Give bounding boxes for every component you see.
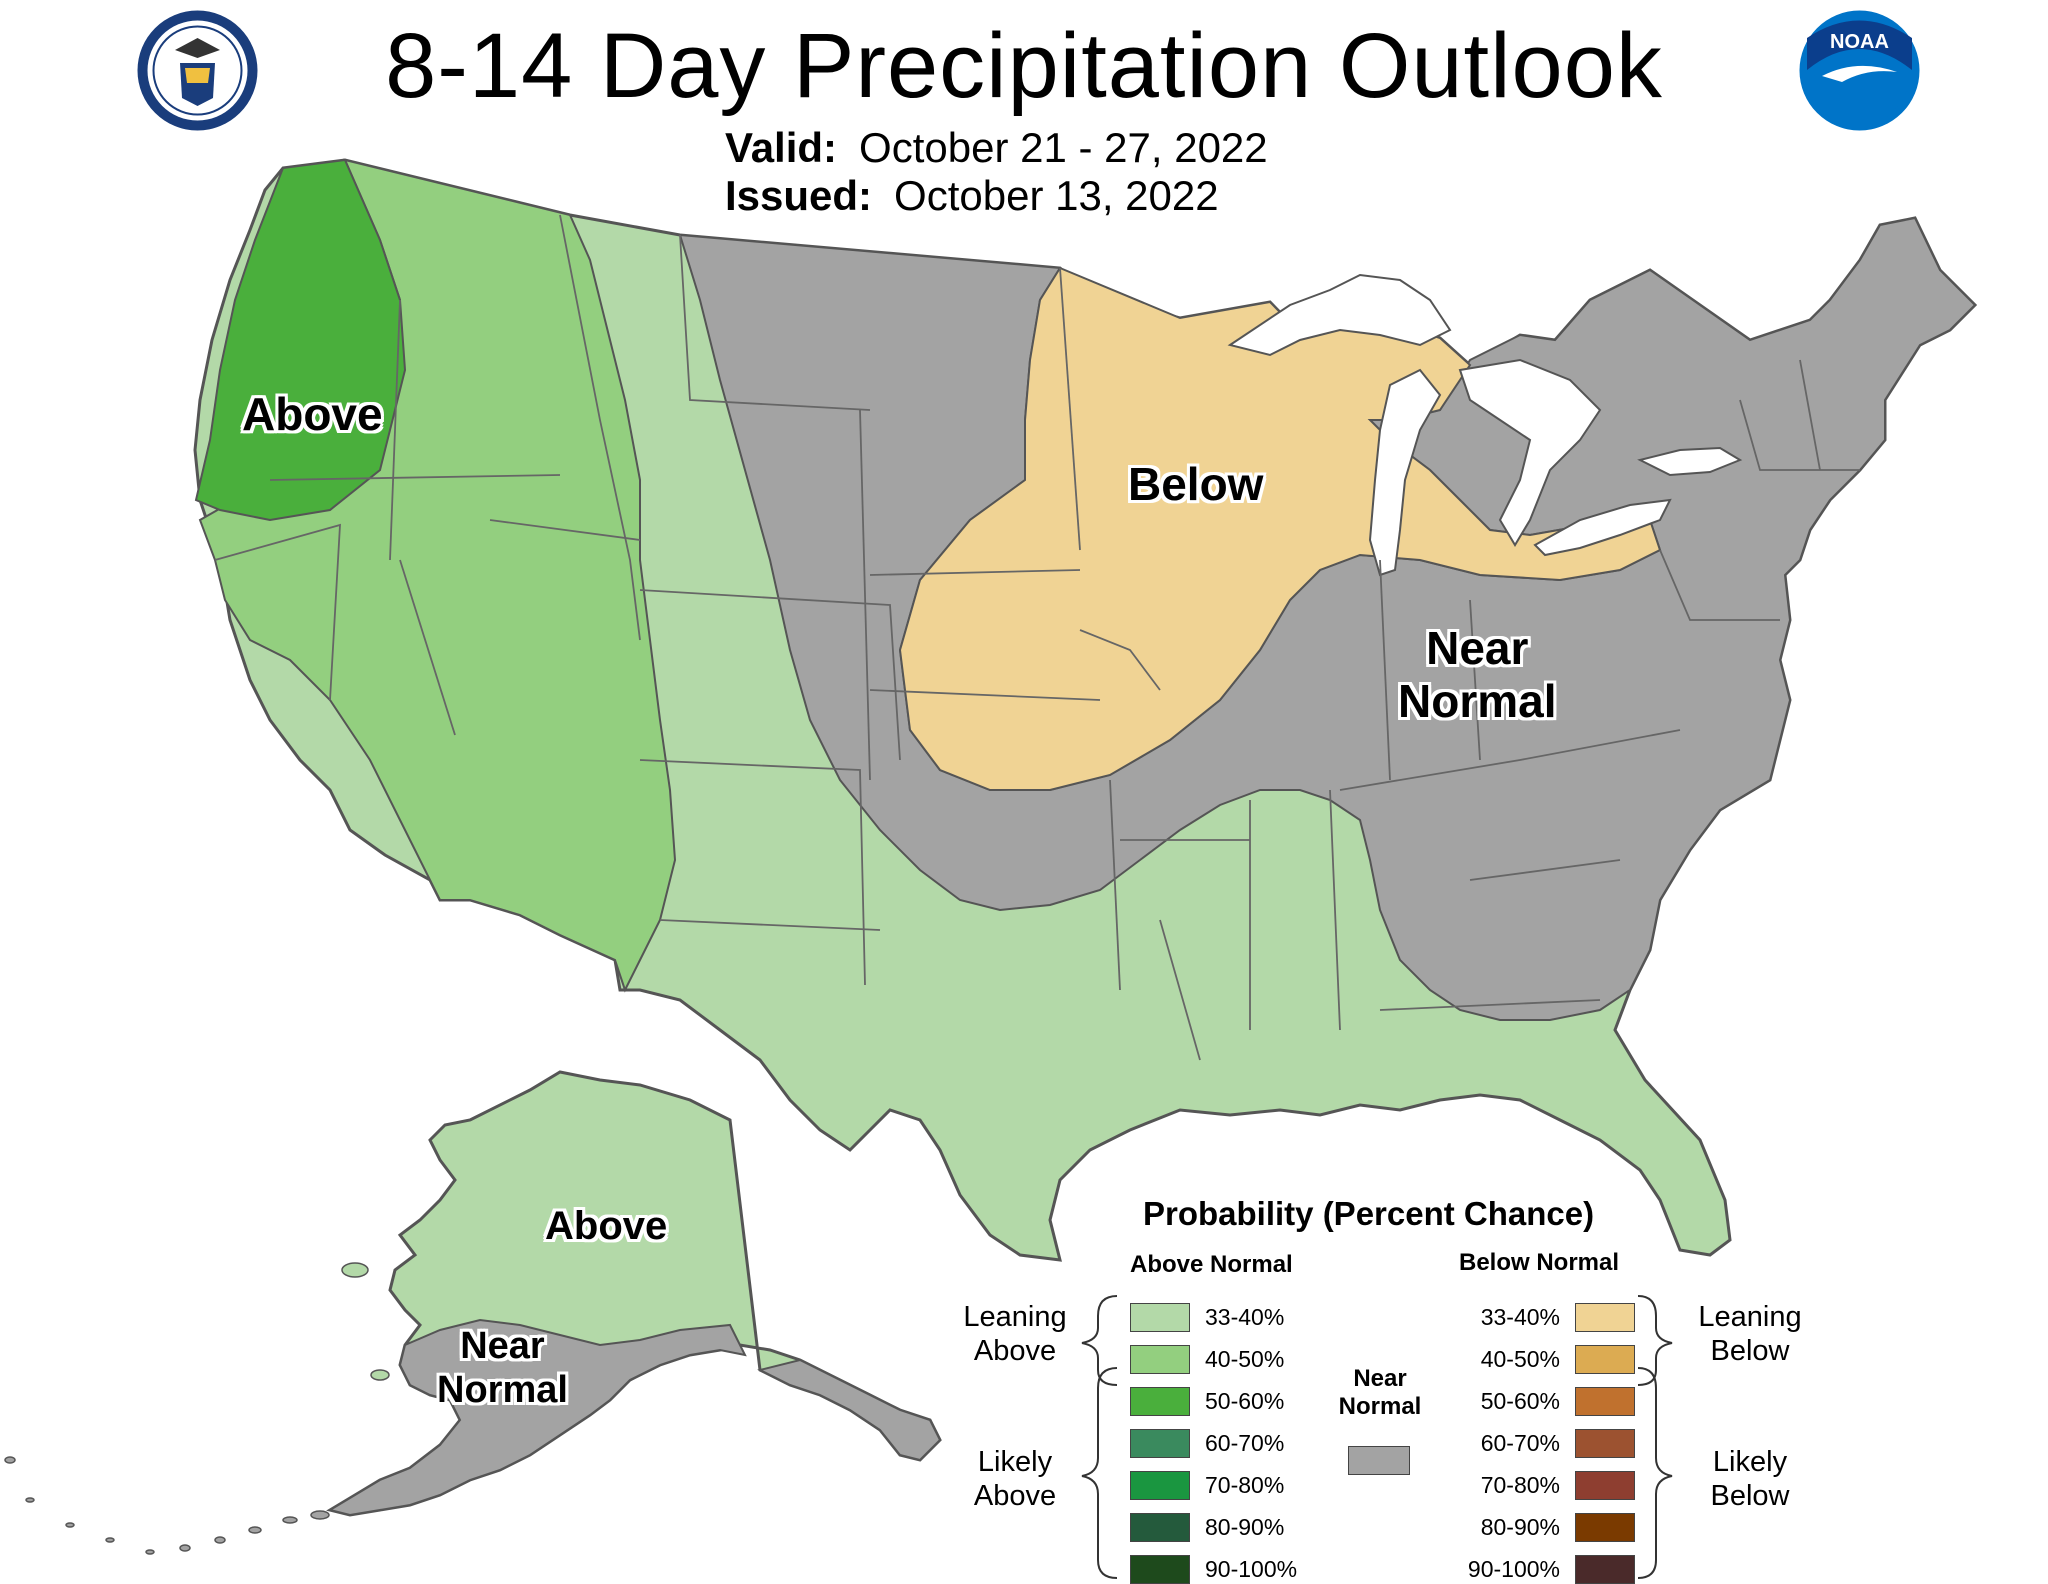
legend-leaning-above: Leaning Above — [950, 1300, 1080, 1368]
page-title: 8-14 Day Precipitation Outlook — [385, 15, 1663, 117]
alaska-near-normal-region — [327, 1318, 747, 1517]
valid-dates: Valid: October 21 - 27, 2022 — [725, 124, 1268, 172]
legend-below-label: 50-60% — [1480, 1388, 1560, 1414]
legend-below-swatch — [1575, 1513, 1635, 1542]
legend-near-header-line2: Normal — [1338, 1393, 1422, 1421]
legend-likely-above-line1: Likely — [977, 1446, 1053, 1478]
legend-likely-below: Likely Below — [1685, 1445, 1815, 1513]
label-near-normal-alaska-line1: Near — [460, 1325, 545, 1367]
legend-below-swatch — [1575, 1345, 1635, 1374]
legend-above-header: Above Normal — [1130, 1251, 1293, 1278]
noaa-logo-text: NOAA — [1830, 31, 1889, 53]
legend-leaning-below-line1: Leaning — [1698, 1301, 1802, 1333]
above-50-60-region — [194, 158, 407, 522]
legend-above-label: 70-80% — [1205, 1472, 1285, 1498]
legend-above-label: 60-70% — [1205, 1430, 1285, 1456]
legend-below-swatch — [1575, 1387, 1635, 1416]
valid-value: October 21 - 27, 2022 — [859, 124, 1268, 171]
legend-above-swatch — [1130, 1387, 1190, 1416]
legend-below-label: 70-80% — [1480, 1472, 1560, 1498]
bering-islands — [341, 1262, 390, 1381]
legend-below-header: Below Normal — [1459, 1249, 1620, 1276]
label-near-normal-alaska: Near Normal — [437, 1325, 568, 1412]
legend-above-swatch — [1130, 1345, 1190, 1374]
label-near-normal-alaska-line2: Normal — [437, 1368, 568, 1411]
legend-near-header-line1: Near — [1353, 1365, 1407, 1392]
legend-likely-above: Likely Above — [950, 1445, 1080, 1513]
legend-leaning-above-line2: Above — [973, 1335, 1057, 1368]
label-above-alaska: Above — [545, 1204, 668, 1248]
issued-date: Issued: October 13, 2022 — [725, 172, 1219, 220]
legend-above-label: 80-90% — [1205, 1514, 1285, 1540]
aleutian-islands — [4, 1456, 330, 1555]
label-near-normal-east-line1: Near — [1426, 622, 1529, 674]
label-near-normal-east: Near Normal — [1398, 622, 1556, 728]
legend-likely-below-line2: Below — [1710, 1480, 1790, 1513]
legend-above-label: 33-40% — [1205, 1304, 1285, 1330]
legend-near-normal-swatch — [1348, 1446, 1410, 1475]
legend-below-label: 80-90% — [1480, 1514, 1560, 1540]
legend-below-label: 33-40% — [1480, 1304, 1560, 1330]
legend-above-label: 40-50% — [1205, 1346, 1285, 1372]
legend-below-swatch — [1575, 1303, 1635, 1332]
legend-below-label: 90-100% — [1467, 1556, 1560, 1582]
legend-below-swatch — [1575, 1429, 1635, 1458]
issued-label: Issued: — [725, 172, 873, 219]
label-below-midwest: Below — [1128, 458, 1264, 510]
legend-leaning-above-line1: Leaning — [963, 1301, 1067, 1333]
legend-below-swatch — [1575, 1471, 1635, 1500]
lake-huron — [1458, 358, 1602, 547]
legend-below-label: 40-50% — [1480, 1346, 1560, 1372]
label-near-normal-east-line2: Normal — [1398, 674, 1557, 727]
legend-above-swatch — [1130, 1303, 1190, 1332]
legend-below-swatch — [1575, 1555, 1635, 1584]
lake-ontario — [1637, 446, 1743, 477]
legend-above-swatch — [1130, 1555, 1190, 1584]
legend-leaning-below: Leaning Below — [1685, 1300, 1815, 1368]
state-borders — [214, 214, 1860, 1061]
lake-superior — [1227, 273, 1452, 357]
legend-below-label: 60-70% — [1480, 1430, 1560, 1456]
legend-leaning-below-line2: Below — [1710, 1335, 1790, 1368]
department-of-commerce-seal-icon — [137, 10, 258, 131]
legend-above-swatch — [1130, 1471, 1190, 1500]
legend-above-label: 50-60% — [1205, 1388, 1285, 1414]
legend-above-swatch — [1130, 1429, 1190, 1458]
lake-erie — [1533, 498, 1672, 557]
legend-title: Probability (Percent Chance) — [1143, 1195, 1595, 1232]
lake-michigan — [1368, 368, 1442, 577]
valid-label: Valid: — [725, 124, 838, 171]
alaska-panhandle — [757, 1358, 942, 1462]
noaa-logo-icon: NOAA — [1799, 10, 1920, 131]
label-above-pnw: Above — [242, 388, 383, 440]
legend-above-label: 90-100% — [1205, 1556, 1298, 1582]
legend-likely-above-line2: Above — [973, 1480, 1057, 1513]
legend-near-normal-header: Near Normal — [1325, 1365, 1435, 1422]
legend-likely-below-line1: Likely — [1712, 1446, 1788, 1478]
legend-above-swatch — [1130, 1513, 1190, 1542]
issued-value: October 13, 2022 — [894, 172, 1219, 219]
